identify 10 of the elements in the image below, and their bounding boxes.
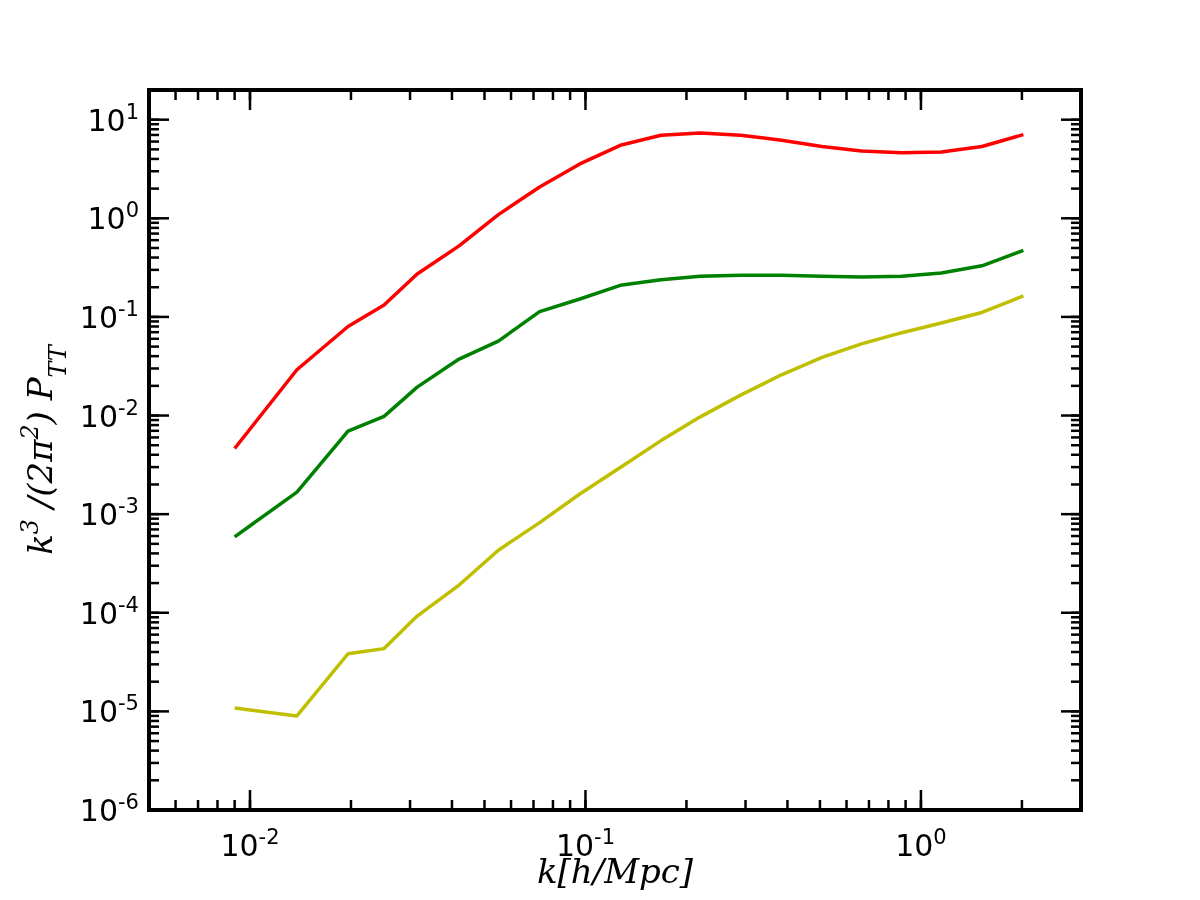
y-tick-label: 10$^{-6}$	[79, 790, 139, 828]
y-tick-label: 10$^{-5}$	[79, 691, 139, 730]
y-tick-label: 10$^{-4}$	[79, 592, 139, 631]
y-tick-label: 10$^{1}$	[87, 99, 139, 138]
y-tick-label: 10$^{-3}$	[79, 494, 139, 533]
y-tick-label: 10$^{-2}$	[79, 395, 139, 434]
x-tick-label: 10$^{-2}$	[220, 825, 280, 863]
x-tick-label: 10$^{0}$	[895, 825, 947, 863]
y-tick-label: 10$^{0}$	[87, 198, 139, 237]
y-tick-label: 10$^{-1}$	[79, 296, 139, 335]
